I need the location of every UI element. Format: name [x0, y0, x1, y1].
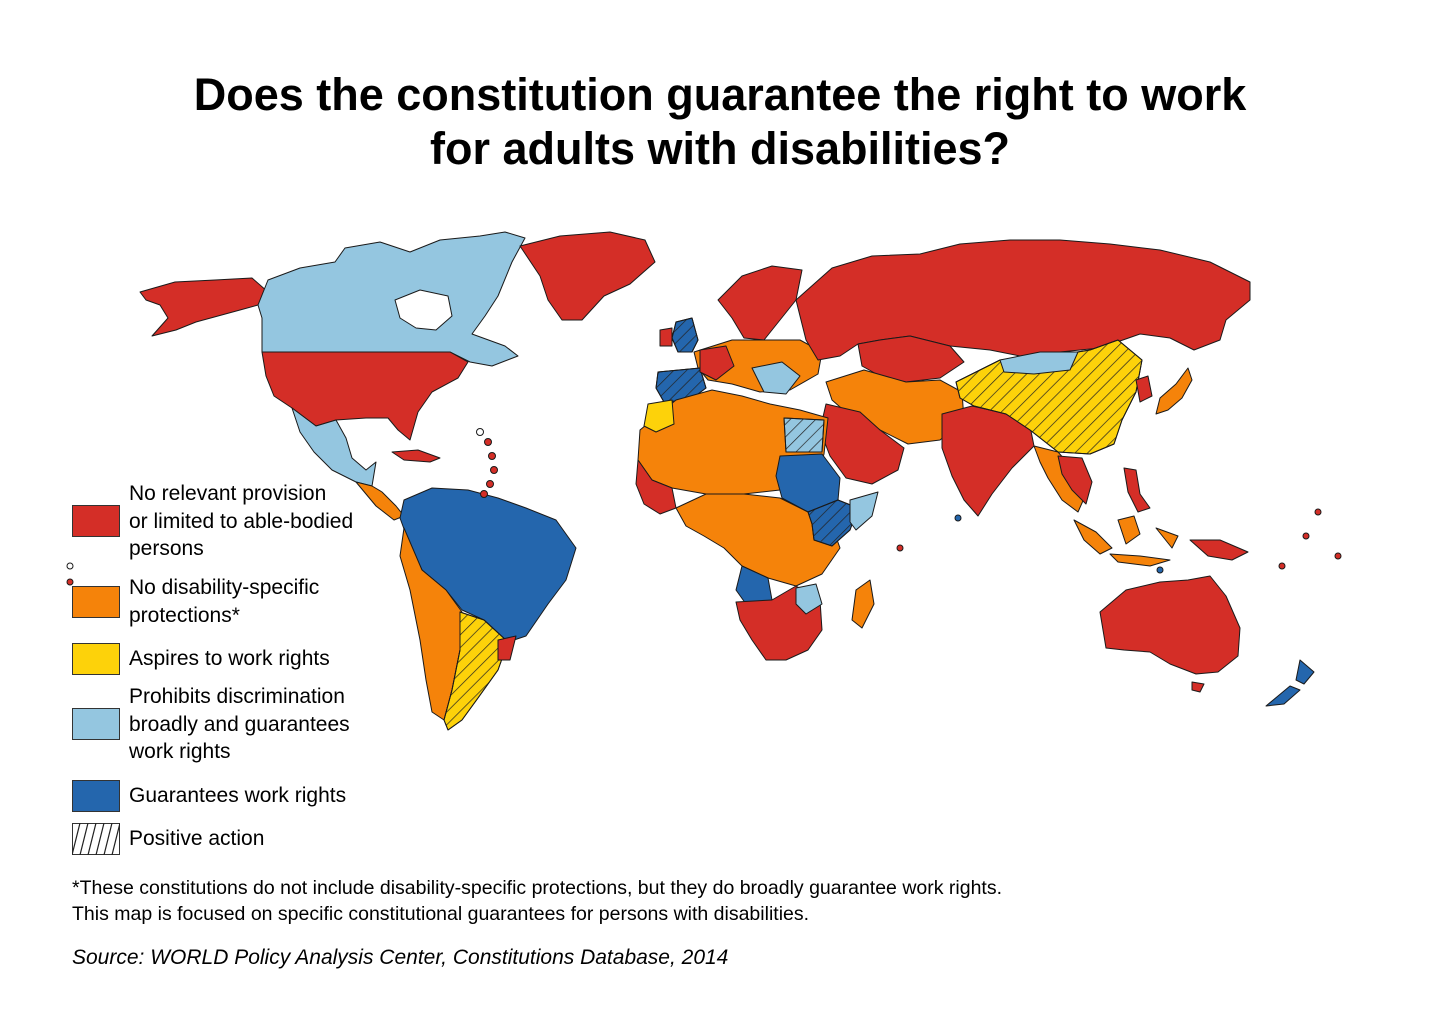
region-png	[1189, 539, 1249, 561]
title-line-1: Does the constitution guarantee the righ…	[193, 69, 1247, 120]
region-egypt-hatch	[783, 417, 825, 453]
legend-label-line: Prohibits discrimination	[129, 685, 345, 708]
legend-label-line: or limited to able-bodied	[129, 509, 354, 533]
source-citation: Source: WORLD Policy Analysis Center, Co…	[72, 946, 729, 969]
legend-label-broad: Prohibits discrimination broadly and gua…	[129, 683, 350, 766]
region-japan	[1155, 367, 1193, 415]
region-horn	[849, 491, 879, 531]
region-australia	[1099, 575, 1241, 675]
region-korea	[1135, 375, 1153, 403]
legend-label-line: Positive action	[129, 827, 265, 851]
legend-label-none: No relevant provision or limited to able…	[129, 480, 353, 563]
region-indochina	[1057, 455, 1093, 505]
legend-label-line: No disability-specific	[129, 576, 320, 599]
footnote: *These constitutions do not include disa…	[72, 875, 1002, 927]
legend-swatch-no-specific	[72, 585, 120, 618]
region-cuba	[391, 449, 441, 463]
region-balkans	[751, 361, 801, 395]
legend-label-no-specific: No disability-specific protections*	[129, 574, 319, 629]
legend-label-line: persons	[129, 537, 204, 560]
world-map	[66, 231, 1342, 731]
region-central-america	[355, 481, 405, 521]
legend-label-line: broadly and guarantees	[129, 712, 350, 736]
region-mozambique	[795, 583, 823, 615]
legend-label-line: Aspires to work rights	[129, 647, 330, 671]
region-tasmania	[1191, 681, 1205, 693]
region-central-africa	[675, 493, 841, 587]
title-line-2: for adults with disabilities?	[429, 123, 1011, 174]
legend-label-positive: Positive action	[129, 825, 264, 853]
region-philippines	[1123, 467, 1151, 513]
region-uruguay	[497, 635, 517, 661]
region-madagascar	[851, 579, 875, 629]
legend-label-line: No relevant provision	[129, 482, 327, 505]
region-kazakhstan	[857, 335, 965, 383]
region-ireland	[659, 327, 673, 347]
legend-swatch-positive	[72, 823, 120, 855]
legend-label-line: work rights	[129, 740, 231, 763]
region-uk-hatch	[671, 317, 699, 353]
legend-item-positive: Positive action	[72, 823, 264, 855]
legend-item-broad: Prohibits discrimination broadly and gua…	[72, 683, 350, 766]
region-france	[699, 345, 735, 381]
region-mexico	[291, 407, 377, 487]
region-canada	[257, 231, 526, 367]
region-new-zealand	[1265, 659, 1315, 707]
legend-swatch-guarantees	[72, 780, 120, 812]
region-scandinavia	[717, 265, 803, 341]
footnote-line-2: This map is focused on specific constitu…	[72, 903, 810, 925]
region-greenland	[519, 231, 656, 321]
caribbean-island-markers	[66, 428, 1342, 586]
legend-label-aspires: Aspires to work rights	[129, 645, 330, 673]
region-alaska	[139, 277, 269, 337]
legend-label-guarantees: Guarantees work rights	[129, 782, 346, 810]
legend-item-guarantees: Guarantees work rights	[72, 780, 346, 812]
region-usa	[261, 351, 469, 441]
region-canada-bay	[394, 289, 453, 331]
region-west-africa	[635, 459, 677, 515]
legend-item-no-specific: No disability-specific protections*	[72, 574, 319, 629]
region-russia	[795, 239, 1251, 361]
legend-label-line: Guarantees work rights	[129, 784, 347, 808]
legend-swatch-broad	[72, 708, 120, 741]
legend-swatch-aspires	[72, 643, 120, 675]
footnote-line-1: *These constitutions do not include disa…	[72, 877, 1003, 899]
region-indonesia	[1073, 515, 1179, 567]
legend-label-line: protections*	[129, 603, 240, 627]
region-argentina-hatch	[443, 611, 509, 731]
map-title: Does the constitution guarantee the righ…	[0, 68, 1440, 176]
legend-item-aspires: Aspires to work rights	[72, 643, 330, 675]
region-morocco	[643, 399, 675, 433]
region-east-africa-hatch	[807, 499, 859, 547]
legend-item-none: No relevant provision or limited to able…	[72, 480, 353, 563]
region-mongolia	[999, 351, 1079, 375]
legend-swatch-none	[72, 505, 120, 538]
